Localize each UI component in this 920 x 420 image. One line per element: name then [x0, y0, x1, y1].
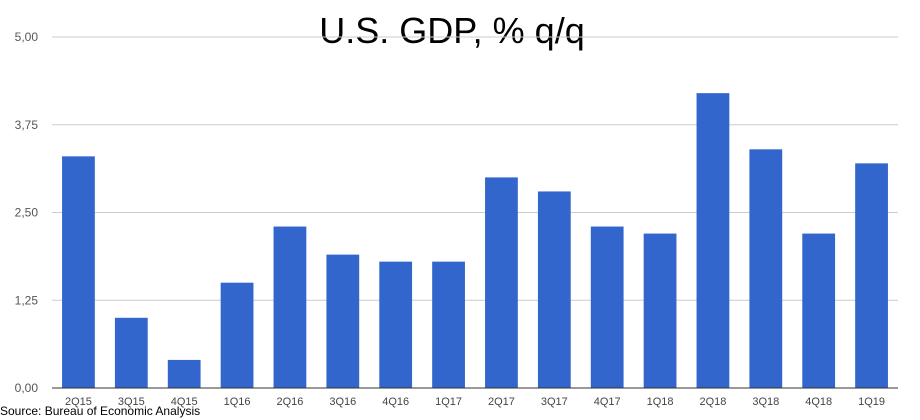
bar-3Q15	[114, 317, 148, 388]
x-tick-label: 2Q15	[65, 396, 92, 408]
source-note: Source: Bureau of Economic Analysis	[0, 404, 201, 418]
bar-1Q17	[432, 261, 465, 388]
x-tick-label: 1Q18	[647, 396, 674, 408]
x-tick-label: 3Q16	[329, 396, 356, 408]
x-tick-label: 2Q16	[276, 396, 303, 408]
x-tick-label: 1Q19	[858, 396, 885, 408]
bar-4Q15	[167, 359, 201, 388]
x-tick-label: 3Q18	[752, 396, 779, 408]
bar-4Q16	[379, 261, 413, 388]
bar-2Q17	[485, 177, 518, 388]
y-tick-label: 1,25	[15, 293, 39, 307]
x-axis-ticks: 2Q15 3Q15 4Q15 1Q16 2Q16 3Q16 4Q16 1Q17 2Q17 3Q17…	[65, 396, 885, 408]
x-tick-label: 1Q17	[435, 396, 462, 408]
bar-1Q16	[220, 282, 254, 388]
x-tick-label: 4Q18	[805, 396, 832, 408]
x-tick-label: 4Q15	[171, 396, 198, 408]
x-tick-label: 4Q16	[382, 396, 409, 408]
y-axis-ticks: 0,00 1,25 2,50 3,75 5,00	[15, 30, 39, 395]
x-tick-label: 3Q15	[118, 396, 145, 408]
x-tick-label: 4Q17	[594, 396, 621, 408]
bar-2Q15	[62, 156, 95, 388]
bar-2Q18	[696, 93, 730, 388]
x-tick-label: 2Q17	[488, 396, 515, 408]
y-tick-label: 2,50	[15, 206, 39, 220]
bar-1Q18	[643, 233, 677, 388]
bar-4Q17	[590, 226, 624, 388]
x-tick-label: 3Q17	[541, 396, 568, 408]
y-tick-label: 3,75	[15, 118, 39, 132]
bar-3Q17	[537, 191, 571, 388]
bar-1Q19	[855, 163, 888, 388]
bar-2Q16	[273, 226, 307, 388]
bar-3Q18	[749, 149, 783, 388]
chart-title: U.S. GDP, % q/q	[319, 10, 584, 51]
y-tick-label: 5,00	[15, 30, 39, 44]
x-tick-label: 2Q18	[699, 396, 726, 408]
bar-4Q18	[802, 233, 836, 388]
x-tick-label: 1Q16	[224, 396, 251, 408]
y-tick-label: 0,00	[15, 381, 39, 395]
bars	[62, 93, 888, 388]
bar-3Q16	[326, 254, 360, 388]
